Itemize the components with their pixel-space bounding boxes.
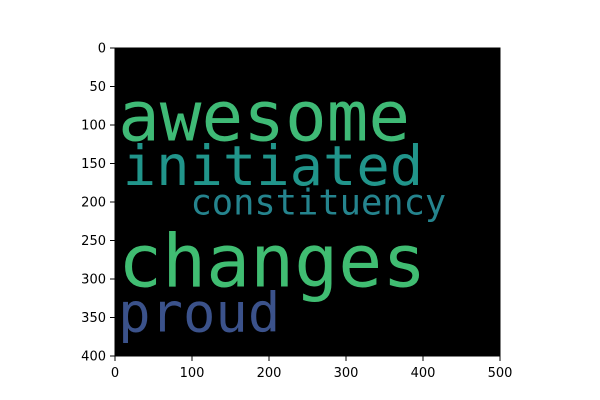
y-tick-label: 300 xyxy=(81,273,106,288)
y-tick-label: 0 xyxy=(98,42,106,57)
y-tick-label: 200 xyxy=(81,196,106,211)
y-tick-label: 150 xyxy=(81,157,106,172)
y-tick-label: 400 xyxy=(81,350,106,365)
word-proud: proud xyxy=(118,281,280,344)
x-tick-label: 200 xyxy=(257,366,282,381)
y-tick-label: 350 xyxy=(81,311,106,326)
y-tick-label: 100 xyxy=(81,119,106,134)
x-axis: 0 100 200 300 400 500 xyxy=(111,356,513,381)
wordcloud-image-background xyxy=(115,48,500,356)
word-initiated: initiated xyxy=(123,135,423,199)
y-tick-label: 250 xyxy=(81,234,106,249)
x-tick-label: 100 xyxy=(180,366,205,381)
word-changes: changes xyxy=(118,220,426,305)
y-tick-label: 50 xyxy=(89,80,106,95)
x-tick-label: 400 xyxy=(411,366,436,381)
x-tick-label: 300 xyxy=(334,366,359,381)
x-tick-label: 500 xyxy=(488,366,513,381)
x-tick-label: 0 xyxy=(111,366,119,381)
y-axis: 0 50 100 150 200 250 300 350 400 xyxy=(81,42,115,365)
word-awesome: awesome xyxy=(118,77,410,157)
word-constituency: constituency xyxy=(190,182,446,223)
